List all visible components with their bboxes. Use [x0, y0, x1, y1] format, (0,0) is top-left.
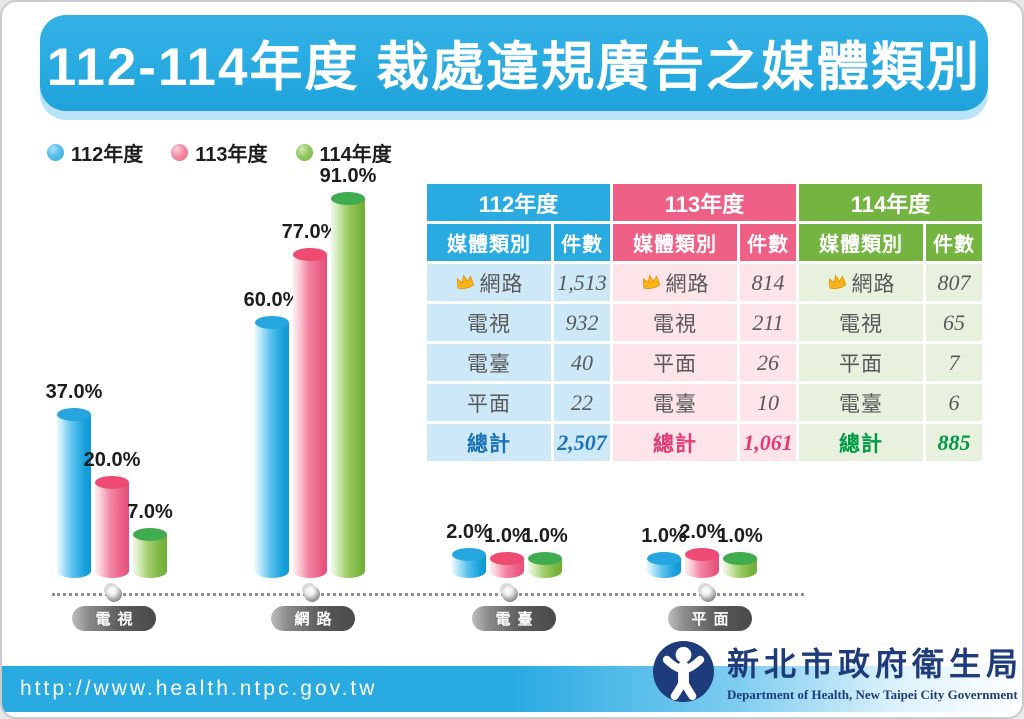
bar-value-label: 1.0% — [484, 525, 530, 547]
table-cell-category: 平面 — [613, 344, 737, 381]
table-total-count: 1,061 — [740, 424, 796, 461]
table-cell-category: 電臺 — [613, 384, 737, 421]
data-table: 112年度 113年度 114年度 媒體類別 件數 媒體類別 件數 媒體類別 件… — [427, 184, 982, 461]
category-label-tv: 電視 — [72, 606, 156, 631]
bar-value-label: 77.0% — [281, 221, 339, 243]
table-total-label: 總計 — [799, 424, 923, 461]
table-subheader-count: 件數 — [740, 224, 796, 261]
table-cell-count: 10 — [740, 384, 796, 421]
bar-113-tv: 20.0% — [84, 449, 140, 578]
bar-114-print: 1.0% — [717, 525, 763, 578]
chart-legend: 112年度 113年度 114年度 — [47, 138, 392, 167]
table-cell-count: 814 — [740, 264, 796, 301]
bar-112-print: 1.0% — [641, 525, 687, 578]
bar-value-label: 7.0% — [127, 501, 173, 523]
crown-icon — [828, 274, 846, 290]
table-subheader-category: 媒體類別 — [799, 224, 923, 261]
table-cell-count: 1,513 — [554, 264, 610, 301]
org-logo-block: 新北市政府衛生局 Department of Health, New Taipe… — [652, 635, 1018, 707]
baseline-pin-icon — [106, 586, 122, 602]
table-cell-category: 電臺 — [427, 344, 551, 381]
crown-icon — [642, 274, 660, 290]
legend-dot-blue-icon — [47, 144, 64, 161]
table-subheader-category: 媒體類別 — [613, 224, 737, 261]
bar-112-tv: 37.0% — [46, 381, 102, 578]
bar-value-label: 60.0% — [243, 289, 301, 311]
table-cell-category: 平面 — [427, 384, 551, 421]
table-cell-category-text: 網路 — [851, 272, 896, 296]
footer-url: http://www.health.ntpc.gov.tw — [20, 677, 378, 700]
legend-label: 114年度 — [319, 144, 392, 166]
table-cell-count: 40 — [554, 344, 610, 381]
table-cell-category: 電視 — [799, 304, 923, 341]
table-year-header-113: 113年度 — [613, 184, 796, 221]
category-label-print: 平面 — [668, 606, 752, 631]
legend-dot-pink-icon — [171, 144, 189, 161]
table-total-label: 總計 — [427, 424, 551, 461]
table-subheader-category: 媒體類別 — [427, 224, 551, 261]
legend-label: 112年度 — [71, 144, 144, 166]
footer-bar: http://www.health.ntpc.gov.tw — [2, 666, 1022, 712]
table-cell-category: 平面 — [799, 344, 923, 381]
table-cell-count: 211 — [740, 304, 796, 341]
table-cell-category-text: 網路 — [665, 272, 710, 296]
table-subheader-count: 件數 — [554, 224, 610, 261]
legend-label: 113年度 — [195, 144, 268, 166]
bar-113-radio: 1.0% — [484, 525, 530, 578]
table-cell-count: 807 — [926, 264, 982, 301]
bar-114-radio: 1.0% — [522, 525, 568, 578]
bar-value-label: 37.0% — [45, 381, 103, 403]
table-cell-count: 22 — [554, 384, 610, 421]
bar-value-label: 91.0% — [319, 165, 377, 187]
table-cell-category: 電視 — [427, 304, 551, 341]
crown-icon — [456, 274, 474, 290]
bar-114-internet: 91.0% — [320, 165, 376, 578]
chart-baseline — [52, 593, 804, 596]
title-banner: 112-114年度 裁處違規廣告之媒體類別 — [40, 15, 988, 111]
department-of-health-logo-icon — [652, 640, 715, 702]
table-cell-category-text: 網路 — [479, 272, 524, 296]
bar-value-label: 20.0% — [83, 449, 141, 471]
bar-113-internet: 77.0% — [282, 221, 338, 578]
legend-item-114: 114年度 — [295, 138, 392, 167]
bar-value-label: 2.0% — [446, 521, 492, 543]
bar-112-radio: 2.0% — [446, 521, 492, 578]
bar-113-print: 2.0% — [679, 521, 725, 578]
bar-value-label: 2.0% — [679, 521, 725, 543]
table-cell-category: 電臺 — [799, 384, 923, 421]
table-subheader-count: 件數 — [926, 224, 982, 261]
table-cell-count: 26 — [740, 344, 796, 381]
bar-112-internet: 60.0% — [244, 289, 300, 578]
category-label-radio: 電臺 — [472, 606, 556, 631]
table-cell-category: 網路 — [613, 264, 737, 301]
bar-value-label: 1.0% — [641, 525, 687, 547]
page-title: 112-114年度 裁處違規廣告之媒體類別 — [46, 38, 982, 97]
table-cell-count: 7 — [926, 344, 982, 381]
category-label-internet: 網路 — [271, 606, 355, 631]
table-cell-count: 932 — [554, 304, 610, 341]
org-text: 新北市政府衛生局 Department of Health, New Taipe… — [727, 639, 1024, 703]
table-total-label: 總計 — [613, 424, 737, 461]
org-name-en: Department of Health, New Taipei City Go… — [727, 687, 1018, 702]
legend-dot-green-icon — [295, 144, 313, 161]
baseline-pin-icon — [700, 586, 716, 602]
legend-item-112: 112年度 — [47, 138, 143, 167]
baseline-pin-icon — [304, 586, 320, 602]
bar-value-label: 1.0% — [522, 525, 568, 547]
bar-value-label: 1.0% — [717, 525, 763, 547]
table-year-header-112: 112年度 — [427, 184, 610, 221]
table-cell-category: 網路 — [799, 264, 923, 301]
table-cell-count: 65 — [926, 304, 982, 341]
baseline-pin-icon — [502, 586, 518, 602]
table-total-count: 885 — [926, 424, 982, 461]
org-name-zh: 新北市政府衛生局 — [727, 646, 1024, 682]
table-cell-category: 電視 — [613, 304, 737, 341]
table-total-count: 2,507 — [554, 424, 610, 461]
table-year-header-114: 114年度 — [799, 184, 982, 221]
table-cell-count: 6 — [926, 384, 982, 421]
bar-114-tv: 7.0% — [127, 501, 173, 578]
legend-item-113: 113年度 — [171, 138, 268, 167]
table-cell-category: 網路 — [427, 264, 551, 301]
